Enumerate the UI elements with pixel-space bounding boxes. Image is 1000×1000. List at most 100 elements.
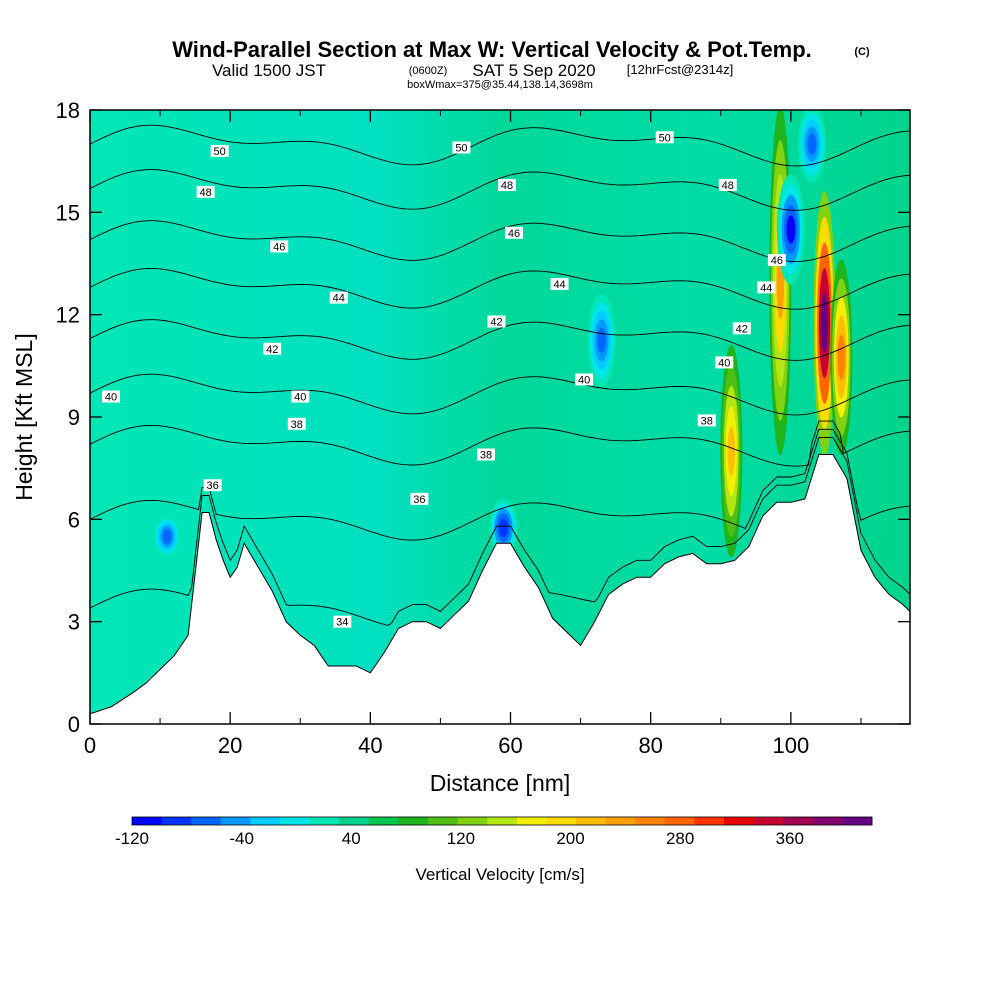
- theta-label-box: [575, 373, 594, 386]
- theta-label: 46: [505, 226, 524, 240]
- colorbar-tick-label: 360: [776, 829, 804, 848]
- copyright-mark: (C): [854, 46, 870, 58]
- theta-label-text: 48: [200, 187, 212, 199]
- theta-label: 48: [498, 179, 517, 192]
- colorbar-swatch: [516, 817, 547, 825]
- theta-contour-line: [90, 169, 910, 211]
- valid-label: Valid 1500 JST: [212, 61, 326, 80]
- theta-label: 36: [410, 492, 429, 506]
- colorbar-tick-label: 40: [342, 829, 361, 848]
- theta-label-box: [196, 185, 215, 198]
- theta-label-box: [498, 179, 517, 192]
- colorbar-swatch: [724, 817, 754, 825]
- valid-date: SAT 5 Sep 2020: [472, 61, 595, 80]
- updraft-core: [820, 293, 829, 353]
- theta-label-box: [287, 417, 306, 430]
- colorbar-swatch: [132, 817, 162, 825]
- theta-label-text: 36: [413, 494, 425, 506]
- theta-label-box: [505, 226, 524, 239]
- valid-utc: (0600Z): [409, 65, 448, 77]
- theta-label-text: 44: [760, 282, 772, 294]
- colorbar-swatch: [812, 817, 843, 825]
- theta-label-text: 48: [722, 180, 734, 192]
- theta-label-box: [550, 277, 569, 290]
- downdraft-core: [597, 327, 607, 353]
- theta-label-text: 46: [273, 241, 285, 253]
- colorbar-label: Vertical Velocity [cm/s]: [415, 865, 584, 884]
- theta-label-text: 38: [291, 419, 303, 431]
- colorbar-swatch: [428, 817, 458, 825]
- theta-label-box: [452, 141, 471, 154]
- theta-label-box: [757, 281, 776, 294]
- theta-label-box: [410, 492, 429, 505]
- colorbar-swatch: [309, 817, 340, 825]
- theta-label-text: 40: [578, 374, 590, 386]
- colorbar-swatch: [191, 817, 222, 825]
- colorbar-swatch: [487, 817, 518, 825]
- colorbar-swatch: [664, 817, 695, 825]
- downdraft-core: [499, 518, 508, 537]
- terrain-mask: [90, 454, 910, 724]
- colorbar-swatch: [250, 817, 281, 825]
- y-tick-label: 3: [68, 610, 80, 635]
- forecast-label: [12hrFcst@2314z]: [627, 62, 733, 77]
- colorbar-swatch: [398, 817, 429, 825]
- theta-contour-line: [90, 373, 910, 416]
- chart-title: Wind-Parallel Section at Max W: Vertical…: [172, 37, 812, 62]
- theta-label: 46: [767, 254, 786, 267]
- x-tick-label: 60: [498, 733, 522, 758]
- theta-contour-line: [90, 437, 910, 626]
- theta-label-text: 44: [553, 279, 565, 291]
- colorbar-swatch: [368, 817, 399, 825]
- colorbar-swatch: [576, 817, 606, 825]
- y-tick-label: 0: [68, 712, 80, 737]
- updraft-core: [837, 334, 846, 381]
- colorbar-swatch: [220, 817, 251, 825]
- theta-label: 50: [655, 131, 674, 144]
- theta-label-text: 34: [336, 617, 348, 629]
- theta-contour-line: [90, 268, 910, 310]
- theta-label-text: 38: [701, 415, 713, 427]
- colorbar-frame: [131, 816, 873, 826]
- theta-label: 42: [487, 315, 506, 328]
- theta-label: 38: [287, 417, 306, 431]
- x-tick-label: 80: [638, 733, 662, 758]
- colorbar-tick-label: 200: [556, 829, 584, 848]
- colorbar-swatch: [280, 817, 310, 825]
- plot-field: 50 50 50 48 48 48 46 46 46 44 44 44 42 42 42 40 40 40 40 38…: [90, 110, 910, 724]
- y-axis-label: Height [Kft MSL]: [11, 333, 37, 500]
- colorbar-swatch: [605, 817, 636, 825]
- y-tick-label: 15: [56, 200, 80, 225]
- theta-contours: [90, 124, 910, 626]
- theta-label-text: 46: [508, 228, 520, 240]
- theta-label: 40: [715, 356, 734, 369]
- theta-label: 48: [718, 179, 737, 192]
- theta-contour-line: [90, 428, 910, 541]
- theta-label-text: 44: [333, 293, 345, 305]
- theta-label-text: 36: [207, 480, 219, 492]
- downdraft-core: [786, 215, 796, 244]
- colorbar-swatch: [694, 817, 725, 825]
- theta-label-box: [732, 322, 751, 335]
- theta-contour-line: [90, 319, 910, 361]
- colorbar-swatch: [457, 817, 488, 825]
- theta-label: 44: [329, 291, 348, 305]
- theta-label-text: 46: [771, 255, 783, 267]
- x-axis: 0 20 40 60 80 100: [84, 110, 862, 758]
- theta-label-box: [263, 342, 282, 355]
- theta-label-text: 40: [718, 357, 730, 369]
- colorbar-tick-label: 280: [666, 829, 694, 848]
- theta-label-text: 50: [659, 132, 671, 144]
- theta-label: 42: [732, 322, 751, 335]
- theta-label-text: 48: [501, 180, 513, 192]
- theta-label-box: [329, 291, 348, 304]
- theta-label: 44: [550, 277, 569, 291]
- theta-label-box: [767, 254, 786, 267]
- theta-label: 34: [333, 615, 352, 629]
- x-tick-label: 0: [84, 733, 96, 758]
- theta-label-box: [655, 131, 674, 144]
- theta-label-box: [210, 144, 229, 157]
- theta-label-box: [718, 179, 737, 192]
- colorbar-swatch: [783, 817, 814, 825]
